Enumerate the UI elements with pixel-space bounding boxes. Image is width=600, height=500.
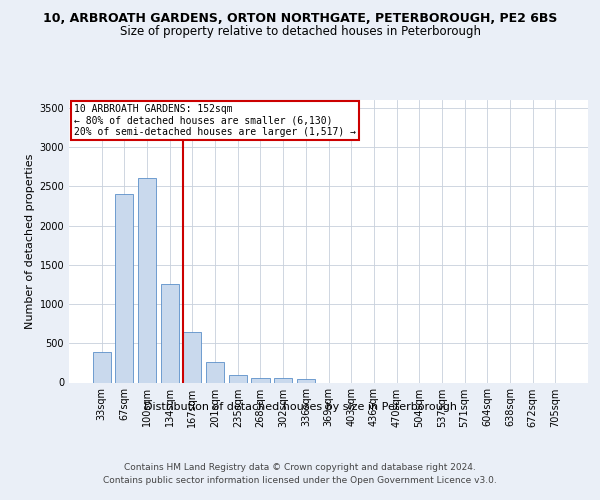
- Bar: [92, 352, 111, 382]
- Bar: [229, 374, 247, 382]
- Bar: [274, 378, 292, 382]
- Bar: [251, 378, 269, 382]
- Text: Distribution of detached houses by size in Peterborough: Distribution of detached houses by size …: [143, 402, 457, 412]
- Y-axis label: Number of detached properties: Number of detached properties: [25, 154, 35, 329]
- Text: 10 ARBROATH GARDENS: 152sqm
← 80% of detached houses are smaller (6,130)
20% of : 10 ARBROATH GARDENS: 152sqm ← 80% of det…: [74, 104, 356, 138]
- Bar: [161, 284, 179, 382]
- Bar: [184, 332, 202, 382]
- Text: Size of property relative to detached houses in Peterborough: Size of property relative to detached ho…: [119, 25, 481, 38]
- Text: Contains public sector information licensed under the Open Government Licence v3: Contains public sector information licen…: [103, 476, 497, 485]
- Bar: [297, 379, 315, 382]
- Bar: [206, 362, 224, 382]
- Text: 10, ARBROATH GARDENS, ORTON NORTHGATE, PETERBOROUGH, PE2 6BS: 10, ARBROATH GARDENS, ORTON NORTHGATE, P…: [43, 12, 557, 26]
- Text: Contains HM Land Registry data © Crown copyright and database right 2024.: Contains HM Land Registry data © Crown c…: [124, 462, 476, 471]
- Bar: [138, 178, 156, 382]
- Bar: [115, 194, 133, 382]
